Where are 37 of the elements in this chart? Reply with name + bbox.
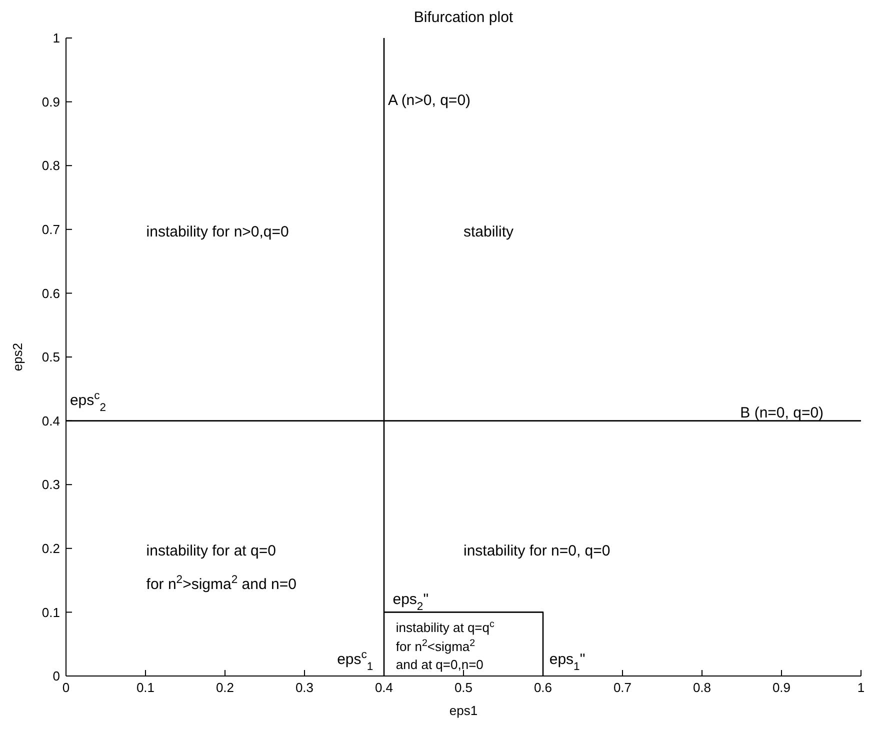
x-tick-label: 0.6 [534,680,552,695]
x-tick-label: 0.1 [136,680,155,695]
annotation: A (n>0, q=0) [388,92,471,109]
x-tick-label: 0.2 [216,680,234,695]
y-tick-label: 0.7 [42,222,60,237]
annotation: instability for n=0, q=0 [464,542,610,560]
annotation: instability for at q=0 [146,542,276,560]
y-tick-label: 0.4 [42,413,60,428]
x-tick-label: 0.7 [613,680,632,695]
annotation: eps$_{1}$" [549,650,586,673]
x-axis-title: eps1 [449,703,478,718]
annotation: eps$_{2}$" [392,590,429,613]
y-tick-label: 0.3 [42,477,60,492]
annotation: for n$^{2}$<sigma$^{2}$ [396,638,476,654]
y-tick-label: 0.5 [42,350,60,365]
x-tick-label: 0.4 [374,680,394,695]
annotation: stability [464,223,514,240]
annotation: and at q=0,n=0 [396,656,484,672]
y-axis-title: eps2 [10,342,25,372]
annotation: instability at q=q$^{c}$ [396,618,495,635]
y-tick-label: 0.9 [42,94,60,110]
annotation: B (n=0, q=0) [740,404,824,422]
x-tick-label: 0.3 [295,680,314,695]
y-tick-label: 0.1 [42,604,60,620]
x-tick-label: 0 [62,680,70,695]
y-tick-label: 1 [52,30,60,46]
y-tick-label: 0.6 [42,286,60,301]
x-tick-label: 0.5 [454,680,473,695]
y-tick-label: 0.8 [42,158,60,174]
y-tick-label: 0 [52,668,60,684]
annotation: instability for n>0,q=0 [146,223,289,240]
chart-title: Bifurcation plot [414,9,514,26]
x-tick-label: 0.8 [692,680,712,695]
x-tick-label: 1 [857,680,865,695]
y-tick-label: 0.2 [42,540,60,556]
annotation: for n$^{2}$>sigma$^{2}$ and n=0 [146,574,296,594]
x-tick-label: 0.9 [772,680,791,695]
